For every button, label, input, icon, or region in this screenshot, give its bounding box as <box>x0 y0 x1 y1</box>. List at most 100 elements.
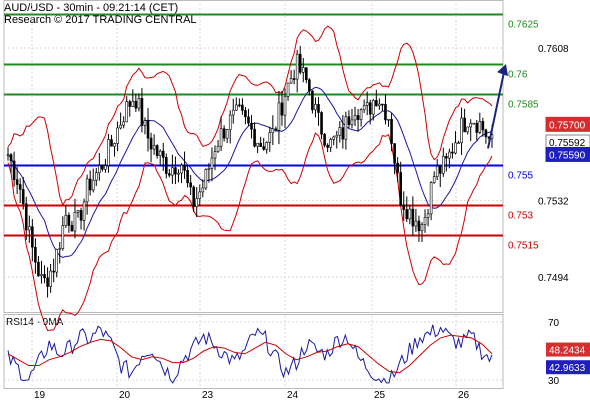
candle-body <box>6 154 10 156</box>
y-tick-label: 0.7532 <box>538 197 569 208</box>
candle-body <box>73 211 77 232</box>
candle-body <box>110 139 113 147</box>
candle-body <box>335 134 339 138</box>
moving-average-line <box>7 86 493 259</box>
rsi-panel: RSI14 - 9MA 70 30 48.2434 42.9633 <box>4 317 590 387</box>
candle-body <box>216 145 220 152</box>
level-lines: 0.7625 0.76 0.7585 0.755 0.753 0.7515 <box>4 13 539 252</box>
candle-body <box>235 104 238 111</box>
candle-body <box>381 103 384 106</box>
candle-body <box>137 98 141 109</box>
candle-body <box>58 248 62 250</box>
candle-body <box>298 53 302 73</box>
candle-body <box>94 172 98 181</box>
candle-body <box>323 133 326 146</box>
x-tick-label: 20 <box>119 390 131 400</box>
candle-body <box>143 120 147 126</box>
candle-body <box>411 208 415 227</box>
candle-body <box>393 143 396 164</box>
candle-body <box>280 102 284 116</box>
candle-body <box>82 201 86 221</box>
candle-body <box>164 157 168 174</box>
candle-body <box>484 129 488 138</box>
candle-body <box>195 198 199 207</box>
candle-body <box>387 118 390 121</box>
candle-body <box>420 224 424 232</box>
candle-body <box>314 104 317 111</box>
candle-body <box>365 102 369 106</box>
candle-body <box>390 118 393 144</box>
x-tick-label: 25 <box>374 390 386 400</box>
candle-body <box>305 67 308 81</box>
candle-body <box>177 172 180 175</box>
candle-body <box>347 116 351 126</box>
candle-body <box>122 121 125 126</box>
candle-body <box>222 128 226 139</box>
candle-body <box>435 166 439 177</box>
candle-body <box>423 217 427 225</box>
candle-body <box>426 213 430 218</box>
candle-body <box>311 90 314 111</box>
rsi-tick-label: 30 <box>548 376 560 387</box>
candle-body <box>445 156 448 159</box>
candle-body <box>18 184 22 190</box>
candle-body <box>161 150 165 158</box>
candle-body <box>277 102 281 131</box>
bollinger-bands <box>7 25 493 332</box>
price-tag-label: 0.75700 <box>549 120 586 131</box>
candle-body <box>399 172 402 206</box>
bollinger-lower-line <box>7 132 493 332</box>
x-tick-label: 26 <box>458 390 470 400</box>
candle-body <box>37 261 40 277</box>
y-tick-label: 0.7494 <box>538 273 569 284</box>
candle-body <box>21 189 25 205</box>
candle-body <box>262 146 265 150</box>
candle-body <box>31 226 34 248</box>
candle-body <box>259 142 262 147</box>
candle-body <box>219 128 223 147</box>
time-axis: 19 20 23 24 25 26 <box>34 390 470 400</box>
candle-body <box>24 203 28 231</box>
candle-body <box>113 143 116 147</box>
candle-body <box>134 100 138 109</box>
forecast-arrow-head <box>497 64 508 77</box>
forecast-arrow-shaft <box>487 71 505 149</box>
candle-body <box>475 122 479 133</box>
candle-body <box>414 220 418 227</box>
candle-body <box>256 142 259 147</box>
candle-body <box>9 154 13 162</box>
candle-body <box>40 274 43 277</box>
candle-body <box>210 157 214 169</box>
candle-body <box>250 122 253 130</box>
chart-title: AUD/USD - 30min - 09:21:14 (CET) <box>4 2 179 14</box>
candle-body <box>12 160 16 180</box>
candle-body <box>198 191 202 199</box>
candle-body <box>152 145 156 150</box>
candle-body <box>286 82 290 97</box>
candle-body <box>371 100 375 115</box>
candle-body <box>189 182 192 188</box>
level-label: 0.753 <box>508 211 533 222</box>
rsi-value-tag <box>546 360 590 375</box>
candle-body <box>478 121 482 133</box>
x-tick-label: 23 <box>202 390 214 400</box>
candle-body <box>438 166 442 174</box>
candle-body <box>329 139 332 148</box>
price-tag <box>545 116 590 132</box>
bollinger-upper-line <box>7 25 493 207</box>
candle-body <box>28 226 31 231</box>
candle-body <box>70 225 74 232</box>
candle-body <box>417 220 421 232</box>
candle-body <box>85 178 89 203</box>
candle-body <box>225 129 229 139</box>
candle-body <box>432 176 436 183</box>
candle-body <box>207 168 211 170</box>
candle-body <box>341 127 345 140</box>
candle-body <box>268 132 272 143</box>
candle-body <box>98 165 101 174</box>
candle-body <box>228 114 232 130</box>
candle-body <box>353 115 357 121</box>
candle-body <box>34 246 37 263</box>
candle-body <box>429 182 433 215</box>
candle-body <box>55 249 59 273</box>
